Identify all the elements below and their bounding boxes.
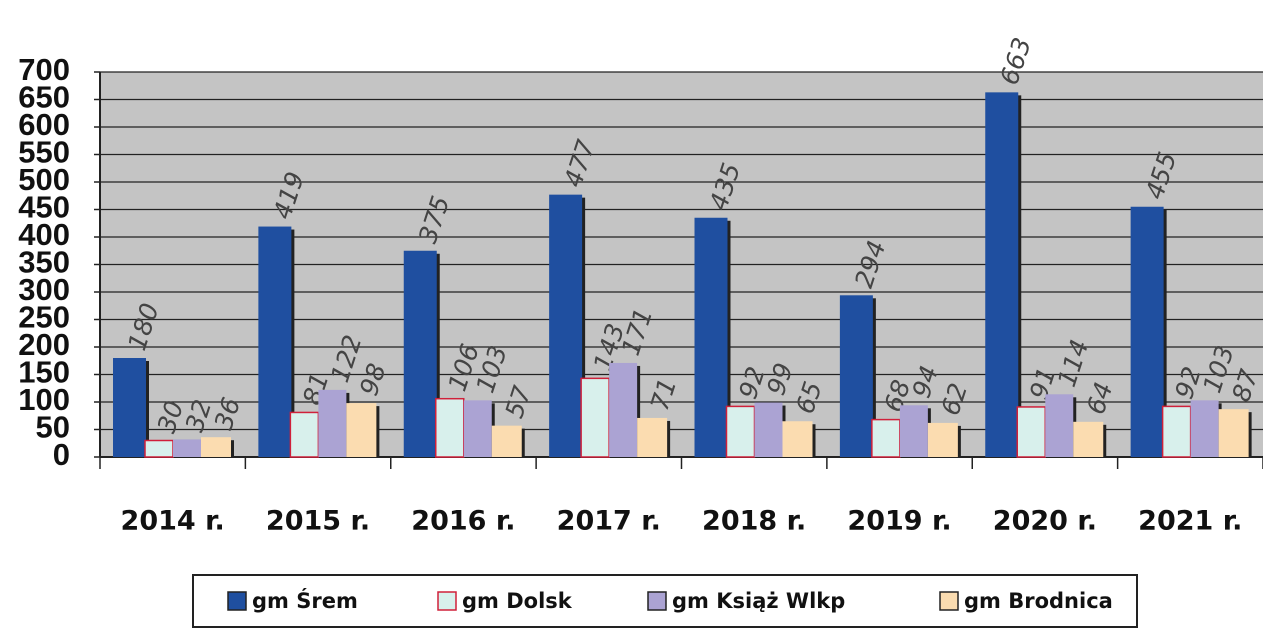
- bar: [1218, 409, 1249, 457]
- y-tick-label: 350: [18, 245, 70, 280]
- y-tick-label: 700: [18, 52, 70, 87]
- bar: [782, 421, 813, 457]
- bar: [491, 425, 522, 457]
- bar: [1161, 405, 1192, 458]
- bar: [435, 397, 465, 458]
- bar: [899, 405, 928, 457]
- bar: [1073, 421, 1104, 457]
- bar: [173, 439, 201, 457]
- x-tick-label: 2015 r.: [266, 506, 370, 537]
- bar: [289, 411, 320, 458]
- y-tick-label: 550: [18, 135, 70, 170]
- legend-key: [437, 591, 457, 611]
- bar: [1130, 206, 1164, 457]
- bar: [346, 403, 377, 457]
- y-tick-label: 600: [18, 107, 70, 142]
- legend-label: gm Dolsk: [462, 589, 573, 613]
- x-tick-label: 2021 r.: [1138, 506, 1242, 537]
- y-tick-label: 400: [18, 217, 70, 252]
- bar: [637, 417, 668, 457]
- bar: [580, 377, 610, 458]
- legend-key: [227, 591, 247, 611]
- x-tick-label: 2020 r.: [993, 506, 1097, 537]
- bar: [549, 194, 583, 457]
- bar: [113, 358, 146, 457]
- legend-key: [939, 591, 959, 611]
- x-tick-label: 2014 r.: [121, 506, 225, 537]
- y-tick-label: 150: [18, 355, 70, 390]
- y-tick-label: 200: [18, 327, 70, 362]
- bar: [1190, 400, 1219, 457]
- x-tick-label: 2018 r.: [702, 506, 806, 537]
- y-tick-label: 300: [18, 272, 70, 307]
- x-tick-label: 2019 r.: [847, 506, 951, 537]
- y-tick-label: 50: [36, 410, 70, 445]
- x-tick-label: 2016 r.: [411, 506, 515, 537]
- bar: [144, 439, 174, 458]
- legend-label: gm Książ Wlkp: [672, 589, 845, 613]
- y-tick-label: 100: [18, 382, 70, 417]
- y-tick-label: 450: [18, 190, 70, 225]
- bar: [725, 405, 756, 458]
- bar: [258, 226, 292, 457]
- legend-key: [647, 591, 667, 611]
- y-tick-label: 250: [18, 300, 70, 335]
- bar: [318, 389, 347, 457]
- bar: [1045, 394, 1074, 457]
- y-tick-label: 500: [18, 162, 70, 197]
- bar: [839, 295, 873, 457]
- x-tick-label: 2017 r.: [557, 506, 661, 537]
- bar: [754, 402, 783, 457]
- bar: [463, 400, 492, 457]
- bar: [871, 418, 901, 458]
- bar: [201, 437, 231, 457]
- y-tick-label: 0: [53, 437, 70, 472]
- legend-label: gm Śrem: [252, 588, 358, 613]
- bar: [1016, 406, 1046, 458]
- bar: [985, 92, 1019, 457]
- y-tick-label: 650: [18, 80, 70, 115]
- bar: [927, 422, 958, 457]
- bar: [694, 217, 728, 457]
- bar: [403, 250, 437, 457]
- legend-label: gm Brodnica: [964, 589, 1113, 613]
- bar: [609, 362, 638, 457]
